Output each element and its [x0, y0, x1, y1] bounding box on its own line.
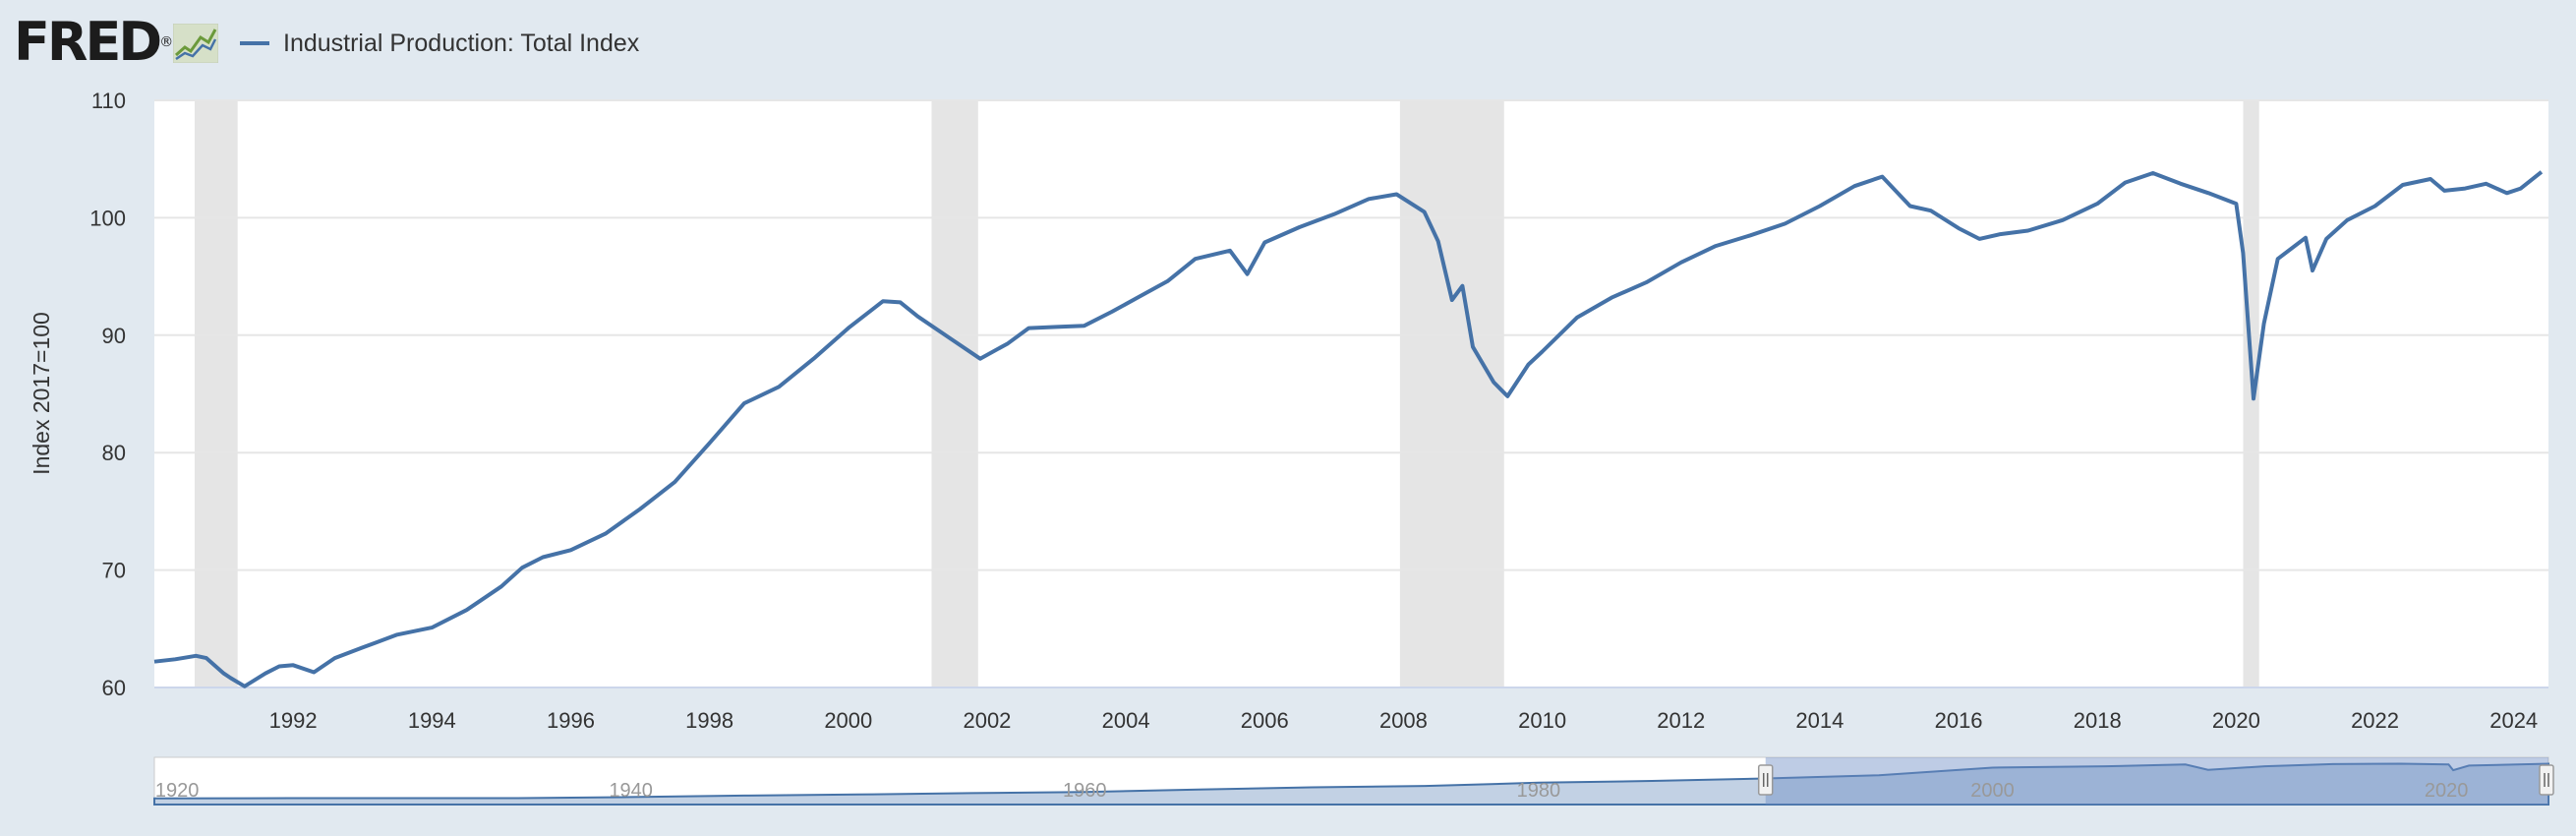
x-tick-label: 2004: [1102, 708, 1150, 733]
navigator-handle-icon[interactable]: [2539, 764, 2554, 796]
x-tick-label: 1998: [685, 708, 733, 733]
navigator-handle-body[interactable]: [1757, 764, 1774, 796]
y-axis-label: Index 2017=100: [29, 312, 54, 475]
x-tick-label: 1994: [408, 708, 456, 733]
x-tick-label: 2006: [1241, 708, 1289, 733]
y-tick-label: 80: [102, 441, 126, 465]
x-tick-label: 1992: [269, 708, 318, 733]
navigator-year-label: 2000: [1970, 780, 2015, 802]
series-line[interactable]: [153, 170, 2544, 688]
x-tick-label: 2014: [1795, 708, 1844, 733]
y-tick-label: 110: [91, 89, 126, 113]
fred-registered-mark: ®: [159, 34, 174, 50]
x-tick-label: 1996: [547, 708, 595, 733]
x-axis-ticks: 1992 1994 1996 1998 2000 2002 2004 2006 2008 2010…: [269, 708, 2539, 733]
x-tick-label: 2016: [1935, 708, 1983, 733]
navigator-year-label: 1980: [1517, 780, 1561, 802]
navigator-handle-icon[interactable]: [1757, 764, 1774, 796]
recession-band: [2243, 100, 2259, 687]
x-tick-label: 2020: [2212, 708, 2260, 733]
x-tick-label: 2002: [963, 708, 1011, 733]
fred-logo[interactable]: FRED®: [14, 12, 173, 73]
y-tick-label: 100: [89, 206, 126, 230]
recession-band: [194, 100, 238, 687]
y-tick-label: 70: [102, 559, 126, 583]
range-navigator[interactable]: 1920 1940 1960 1980 2000 2020: [153, 756, 2554, 806]
navigator-year-label: 1920: [155, 780, 200, 802]
gridlines-group: [154, 99, 2548, 688]
navigator-year-label: 1940: [609, 780, 653, 802]
y-tick-label: 90: [102, 324, 126, 348]
legend-series-label: Industrial Production: Total Index: [283, 29, 640, 57]
fred-graph-icon[interactable]: [173, 24, 218, 63]
recession-band: [931, 100, 978, 687]
x-tick-label: 2008: [1379, 708, 1428, 733]
y-tick-label: 60: [102, 676, 126, 700]
chart-legend[interactable]: Industrial Production: Total Index: [240, 26, 639, 61]
x-tick-label: 2012: [1657, 708, 1705, 733]
recession-shading-group: [194, 100, 2259, 687]
x-tick-label: 2018: [2074, 708, 2122, 733]
x-tick-label: 2010: [1518, 708, 1566, 733]
y-axis-ticks: 60 70 80 90 100 110: [89, 89, 126, 700]
chart-header: FRED® Industrial Production: Total Index: [0, 0, 2576, 89]
navigator-handle-body[interactable]: [2539, 764, 2554, 796]
navigator-year-label: 2020: [2425, 780, 2469, 802]
fred-logo-text: FRED: [14, 11, 162, 73]
legend-line-swatch-icon: [240, 41, 269, 45]
x-tick-label: 2000: [824, 708, 872, 733]
series-group: [153, 170, 2544, 688]
plot-area-background: [154, 100, 2548, 687]
navigator-year-label: 1960: [1063, 780, 1107, 802]
recession-band: [1399, 100, 1504, 687]
navigator-selection[interactable]: [1765, 757, 2548, 805]
x-tick-label: 2022: [2351, 708, 2399, 733]
navigator-series-area: [153, 762, 2549, 806]
x-tick-label: 2024: [2489, 708, 2538, 733]
